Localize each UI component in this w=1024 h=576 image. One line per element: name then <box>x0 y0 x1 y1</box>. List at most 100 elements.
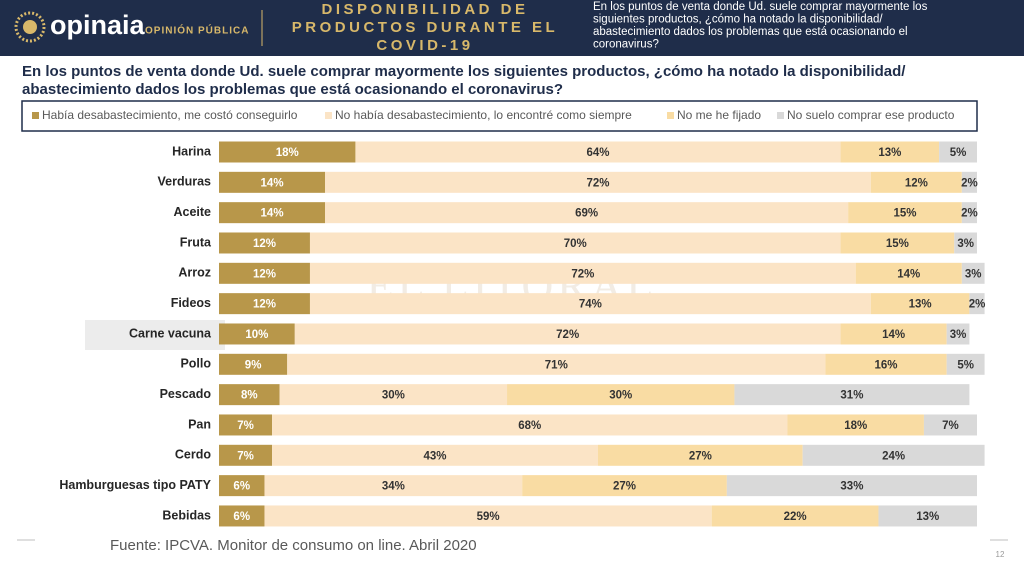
bar-segment <box>522 475 727 497</box>
bar-segment <box>961 171 977 193</box>
legend-label: No me he fijado <box>677 108 761 122</box>
slide-title: PRODUCTOS DURANTE EL <box>292 19 558 36</box>
value-label: 14% <box>882 329 905 341</box>
header-note: abastecimiento dados los problemas que e… <box>593 26 908 38</box>
bar-segment <box>309 262 856 284</box>
value-label: 5% <box>950 147 967 159</box>
value-label: 74% <box>579 299 602 311</box>
source: Fuente: IPCVA. Monitor de consumo on lin… <box>110 537 477 554</box>
value-label: 9% <box>245 359 262 371</box>
value-label: 72% <box>556 329 579 341</box>
brand: opinaia <box>50 10 145 40</box>
category-label: Bebidas <box>162 508 211 522</box>
logo-ring <box>14 11 46 43</box>
logo-core <box>23 20 37 34</box>
bar-segment <box>272 444 598 466</box>
value-label: 2% <box>969 299 986 311</box>
value-label: 72% <box>571 268 594 280</box>
header-note: siguientes productos, ¿cómo ha notado la… <box>593 14 883 26</box>
bar-segment <box>309 293 871 315</box>
bar-segment <box>355 141 841 163</box>
value-label: 3% <box>957 238 974 250</box>
brand-sub: OPINIÓN PÚBLICA <box>145 24 249 37</box>
bar-segment <box>219 141 356 163</box>
category-label: Pescado <box>160 387 212 401</box>
category-label: Pollo <box>180 357 211 371</box>
bar-segment <box>309 232 841 254</box>
value-label: 7% <box>942 420 959 432</box>
value-label: 6% <box>233 481 250 493</box>
value-label: 71% <box>545 359 568 371</box>
value-label: 3% <box>950 329 967 341</box>
bar-segment <box>264 505 712 527</box>
bar-segment <box>787 414 924 436</box>
bar-segment <box>219 262 310 284</box>
bar-segment <box>325 202 849 224</box>
bar-segment <box>840 323 947 345</box>
value-label: 68% <box>518 420 541 432</box>
value-label: 13% <box>878 147 901 159</box>
bar-segment <box>802 444 985 466</box>
value-label: 14% <box>261 208 284 220</box>
bar-segment <box>961 262 985 284</box>
value-label: 30% <box>382 390 405 402</box>
value-label: 16% <box>875 359 898 371</box>
value-label: 69% <box>575 208 598 220</box>
slide-title: DISPONIBILIDAD DE <box>321 1 528 18</box>
value-label: 10% <box>245 329 268 341</box>
category-label: Cerdo <box>175 448 211 462</box>
bar-segment <box>279 384 508 406</box>
bar-segment <box>219 171 326 193</box>
chart-title: En los puntos de venta donde Ud. suele c… <box>22 63 906 80</box>
legend-box <box>21 100 978 132</box>
bar-segment <box>840 141 940 163</box>
legend-swatch <box>667 112 674 119</box>
value-label: 7% <box>237 450 254 462</box>
value-label: 31% <box>840 390 863 402</box>
value-label: 13% <box>916 511 939 523</box>
legend-swatch <box>325 112 332 119</box>
chart-title: abastecimiento dados los problemas que e… <box>22 81 563 98</box>
bar-segment <box>734 384 970 406</box>
row-highlight <box>85 320 225 350</box>
legend-label: Había desabastecimiento, me costó conseg… <box>42 108 298 122</box>
category-label: Fideos <box>171 296 211 310</box>
bar-segment <box>961 202 977 224</box>
page-number: 12 <box>996 550 1005 559</box>
value-label: 6% <box>233 511 250 523</box>
value-label: 12% <box>253 268 276 280</box>
bar-segment <box>840 232 955 254</box>
legend-swatch <box>777 112 784 119</box>
value-label: 2% <box>961 177 978 189</box>
category-label: Harina <box>172 144 212 158</box>
bar-segment <box>855 262 962 284</box>
slide-title: COVID-19 <box>376 37 473 54</box>
category-label: Carne vacuna <box>129 326 212 340</box>
value-label: 12% <box>253 299 276 311</box>
bar-segment <box>954 232 977 254</box>
category-label: Arroz <box>178 266 211 280</box>
value-label: 12% <box>905 177 928 189</box>
bar-segment <box>219 414 273 436</box>
bar-segment <box>598 444 803 466</box>
bar-segment <box>711 505 879 527</box>
bar-segment <box>878 505 977 527</box>
value-label: 13% <box>909 299 932 311</box>
value-label: 27% <box>613 481 636 493</box>
value-label: 34% <box>382 481 405 493</box>
bar-segment <box>946 353 985 375</box>
category-label: Pan <box>188 417 211 431</box>
bar-segment <box>219 505 265 527</box>
category-label: Verduras <box>157 175 211 189</box>
value-label: 27% <box>689 450 712 462</box>
value-label: 15% <box>886 238 909 250</box>
value-label: 22% <box>784 511 807 523</box>
logo-icon <box>14 11 46 43</box>
bar-segment <box>287 353 826 375</box>
bar-segment <box>294 323 841 345</box>
header-note: coronavirus? <box>593 39 659 51</box>
value-label: 64% <box>586 147 609 159</box>
bar-segment <box>870 171 962 193</box>
bar-segment <box>219 475 265 497</box>
header-note: En los puntos de venta donde Ud. suele c… <box>593 1 928 13</box>
